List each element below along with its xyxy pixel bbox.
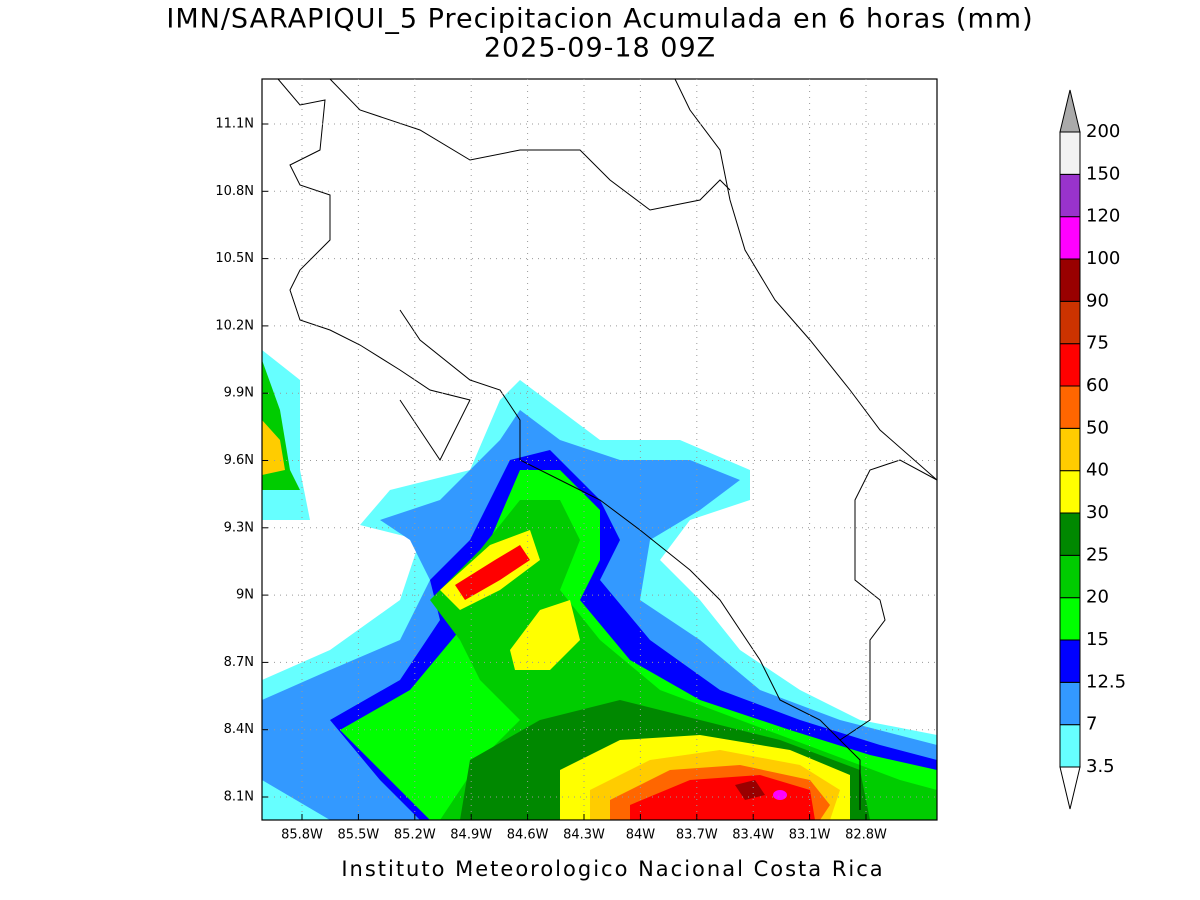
colorbar-label: 50 xyxy=(1086,417,1109,438)
colorbar-box xyxy=(1059,512,1081,556)
lat-tick-label: 8.1N xyxy=(224,790,254,805)
colorbar-box xyxy=(1059,131,1081,175)
lat-tick-label: 8.4N xyxy=(224,722,254,737)
colorbar-box xyxy=(1059,385,1081,429)
lon-tick-label: 83.7W xyxy=(676,828,718,843)
precip-field xyxy=(262,350,937,820)
colorbar-label: 90 xyxy=(1086,290,1109,311)
lon-tick-label: 84.3W xyxy=(563,828,605,843)
lon-tick-label: 85.8W xyxy=(281,828,323,843)
colorbar-label: 150 xyxy=(1086,163,1120,184)
colorbar-below xyxy=(1059,766,1081,810)
colorbar-box xyxy=(1059,554,1081,599)
colorbar-box xyxy=(1059,258,1081,302)
colorbar-label: 100 xyxy=(1086,248,1120,269)
colorbar-box xyxy=(1059,300,1081,345)
lon-tick-label: 84.9W xyxy=(450,828,492,843)
lon-tick-label: 83.4W xyxy=(732,828,774,843)
lat-tick-label: 11.1N xyxy=(215,117,254,132)
colorbar-box xyxy=(1059,343,1081,387)
colorbar-label: 200 xyxy=(1086,121,1120,142)
colorbar-label: 40 xyxy=(1086,460,1109,481)
colorbar-label: 60 xyxy=(1086,375,1109,396)
colorbar-label: 15 xyxy=(1086,629,1109,650)
colorbar-box xyxy=(1059,173,1081,218)
colorbar-label: 3.5 xyxy=(1086,756,1115,777)
lat-tick-label: 9N xyxy=(236,588,254,603)
lon-tick-label: 84.6W xyxy=(507,828,549,843)
colorbar-label: 12.5 xyxy=(1086,671,1126,692)
footer: Instituto Meteorologico Nacional Costa R… xyxy=(341,857,884,881)
title: IMN/SARAPIQUI_5 Precipitacion Acumulada … xyxy=(166,4,1033,35)
map-frame xyxy=(261,78,938,821)
colorbar-label: 75 xyxy=(1086,333,1109,354)
colorbar-label: 7 xyxy=(1086,714,1097,735)
lat-tick-label: 9.3N xyxy=(224,520,254,535)
lat-tick-label: 9.9N xyxy=(224,386,254,401)
lat-tick-label: 10.2N xyxy=(215,318,254,333)
lat-tick-label: 10.8N xyxy=(215,184,254,199)
lon-tick-label: 84W xyxy=(626,828,656,843)
colorbar-box xyxy=(1059,216,1081,260)
colorbar-box xyxy=(1059,427,1081,472)
colorbar-label: 30 xyxy=(1086,502,1109,523)
colorbar-box xyxy=(1059,597,1081,641)
colorbar-label: 20 xyxy=(1086,587,1109,608)
colorbar-box xyxy=(1059,681,1081,726)
colorbar-box xyxy=(1059,724,1081,768)
lat-tick-label: 9.6N xyxy=(224,453,254,468)
lon-tick-label: 85.2W xyxy=(394,828,436,843)
colorbar-box xyxy=(1059,639,1081,683)
colorbar-box xyxy=(1059,470,1081,514)
colorbar-label: 120 xyxy=(1086,206,1120,227)
lon-tick-label: 85.5W xyxy=(337,828,379,843)
lon-tick-label: 83.1W xyxy=(789,828,831,843)
subtitle: 2025-09-18 09Z xyxy=(484,33,716,64)
lat-tick-label: 8.7N xyxy=(224,655,254,670)
lon-tick-label: 82.8W xyxy=(845,828,887,843)
colorbar-above xyxy=(1059,89,1081,133)
lat-tick-label: 10.5N xyxy=(215,251,254,266)
colorbar-label: 25 xyxy=(1086,544,1109,565)
